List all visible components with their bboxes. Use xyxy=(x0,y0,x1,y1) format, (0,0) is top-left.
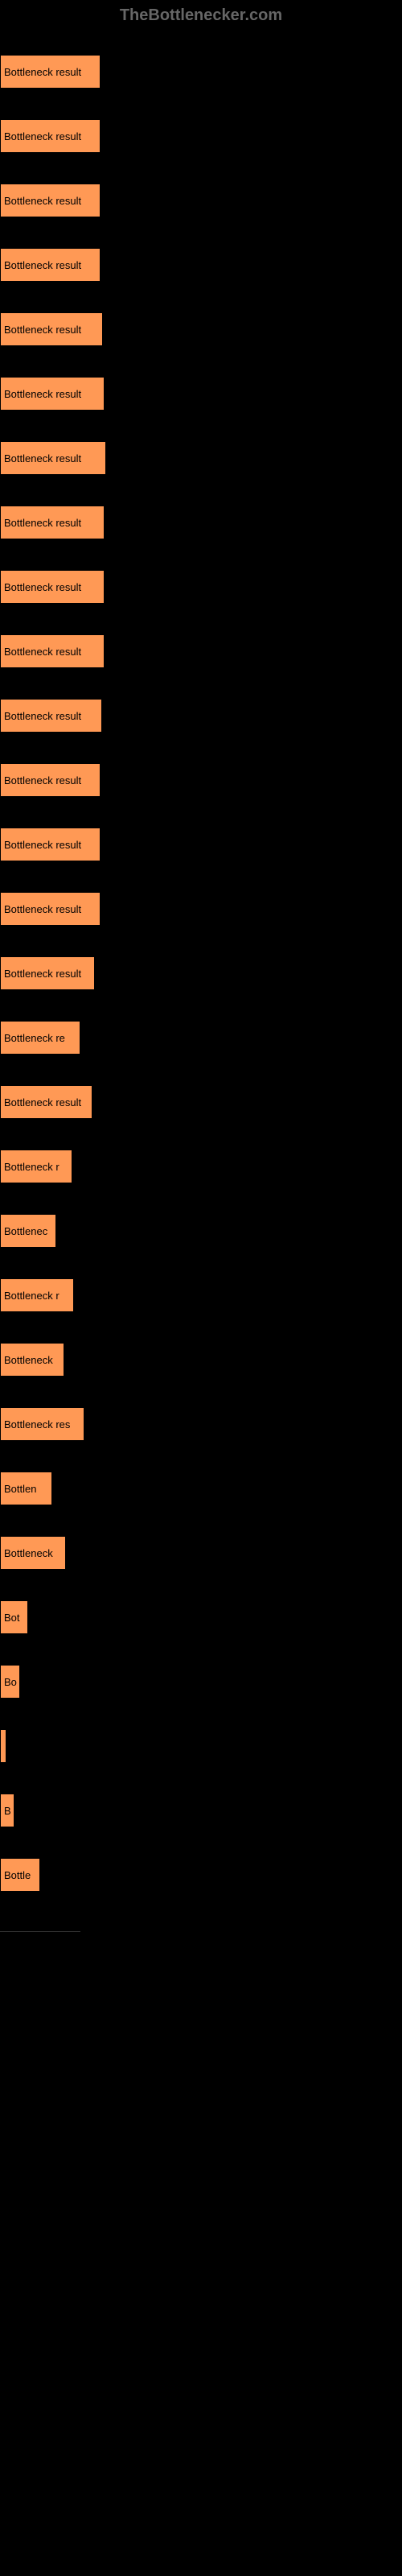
bar: Bottleneck result xyxy=(0,956,95,990)
bar-label: Bottleneck result xyxy=(4,968,81,980)
bar-row: Bottleneck result xyxy=(0,1070,402,1134)
bar-row: Bottleneck result xyxy=(0,619,402,683)
bar-row: Bottleneck result xyxy=(0,426,402,490)
bar-row: Bottleneck result xyxy=(0,941,402,1005)
bar: Bottleneck result xyxy=(0,892,100,926)
bar-label: Bottleneck result xyxy=(4,774,81,786)
bar-row: Bottleneck result xyxy=(0,877,402,941)
bar-row: Bottleneck result xyxy=(0,490,402,555)
bar-label: Bo xyxy=(4,1676,17,1688)
bar-label: Bottleneck result xyxy=(4,388,81,400)
bar-row: B xyxy=(0,1778,402,1843)
bar-row: Bottleneck result xyxy=(0,812,402,877)
bar-row: Bottleneck result xyxy=(0,748,402,812)
bar-label: Bottleneck result xyxy=(4,324,81,336)
bar-row: Bottlenec xyxy=(0,1199,402,1263)
bar-label: Bottlen xyxy=(4,1483,36,1495)
bar: Bottleneck result xyxy=(0,828,100,861)
bar-row: Bottleneck xyxy=(0,1521,402,1585)
bar-label: Bottleneck result xyxy=(4,259,81,271)
bar-label: Bottleneck re xyxy=(4,1032,65,1044)
header: TheBottlenecker.com xyxy=(0,0,402,31)
footer-divider xyxy=(0,1931,80,1932)
bar: Bottleneck result xyxy=(0,119,100,153)
bar: Bottlen xyxy=(0,1472,52,1505)
bar xyxy=(0,1729,6,1763)
bar-label: Bottleneck result xyxy=(4,195,81,207)
bar-chart: Bottleneck result Bottleneck result Bottle… xyxy=(0,31,402,1915)
bar: Bottleneck result xyxy=(0,570,105,604)
bar-row: Bottleneck result xyxy=(0,683,402,748)
bar: Bottleneck result xyxy=(0,1085,92,1119)
bar-label: Bottleneck result xyxy=(4,839,81,851)
bar: Bottleneck result xyxy=(0,763,100,797)
bar: Bottle xyxy=(0,1858,40,1892)
bar-label: Bottleneck result xyxy=(4,903,81,915)
bar: Bottleneck result xyxy=(0,699,102,733)
bar-row: Bottleneck result xyxy=(0,39,402,104)
bar: Bottleneck re xyxy=(0,1021,80,1055)
bar: Bottleneck res xyxy=(0,1407,84,1441)
bar-row: Bottleneck xyxy=(0,1327,402,1392)
bar-label: Bottleneck r xyxy=(4,1161,59,1173)
bar-row: Bottleneck result xyxy=(0,233,402,297)
bar-label: Bottleneck r xyxy=(4,1290,59,1302)
bar: Bottleneck result xyxy=(0,184,100,217)
bar-label: Bottleneck result xyxy=(4,710,81,722)
bar: Bottleneck result xyxy=(0,377,105,411)
bar: Bottleneck r xyxy=(0,1150,72,1183)
bar-label: Bottlenec xyxy=(4,1225,47,1237)
bar-label: Bottle xyxy=(4,1869,31,1881)
bar-label: Bottleneck result xyxy=(4,517,81,529)
bar-row: Bo xyxy=(0,1649,402,1714)
bar-label: Bottleneck result xyxy=(4,130,81,142)
bar-row: Bottlen xyxy=(0,1456,402,1521)
bar: Bottleneck result xyxy=(0,634,105,668)
bar-row xyxy=(0,1714,402,1778)
bar-label: Bottleneck result xyxy=(4,581,81,593)
bar-row: Bottleneck res xyxy=(0,1392,402,1456)
bar-label: Bottleneck result xyxy=(4,1096,81,1108)
bar: Bottleneck result xyxy=(0,312,103,346)
bar-label: B xyxy=(4,1805,11,1817)
bar-label: Bottleneck xyxy=(4,1354,53,1366)
bar-row: Bottleneck re xyxy=(0,1005,402,1070)
bar-row: Bottleneck result xyxy=(0,168,402,233)
bar-label: Bottleneck result xyxy=(4,646,81,658)
bar: Bottlenec xyxy=(0,1214,56,1248)
bar-row: Bottleneck result xyxy=(0,555,402,619)
bar: Bottleneck result xyxy=(0,441,106,475)
bar-row: Bot xyxy=(0,1585,402,1649)
bar: Bot xyxy=(0,1600,28,1634)
bar-row: Bottleneck r xyxy=(0,1134,402,1199)
bar: Bottleneck xyxy=(0,1343,64,1377)
bar-label: Bottleneck result xyxy=(4,452,81,464)
bar: Bottleneck r xyxy=(0,1278,74,1312)
bar: B xyxy=(0,1794,14,1827)
site-title: TheBottlenecker.com xyxy=(120,6,282,24)
bar-row: Bottle xyxy=(0,1843,402,1907)
bar-row: Bottleneck result xyxy=(0,361,402,426)
bar-label: Bot xyxy=(4,1612,20,1624)
bar-row: Bottleneck result xyxy=(0,297,402,361)
bar-label: Bottleneck result xyxy=(4,66,81,78)
bar-label: Bottleneck xyxy=(4,1547,53,1559)
bar-row: Bottleneck r xyxy=(0,1263,402,1327)
bar: Bottleneck result xyxy=(0,55,100,89)
bar: Bottleneck result xyxy=(0,506,105,539)
bar-row: Bottleneck result xyxy=(0,104,402,168)
bar-label: Bottleneck res xyxy=(4,1418,70,1430)
bar: Bottleneck result xyxy=(0,248,100,282)
bar: Bo xyxy=(0,1665,20,1699)
bar: Bottleneck xyxy=(0,1536,66,1570)
